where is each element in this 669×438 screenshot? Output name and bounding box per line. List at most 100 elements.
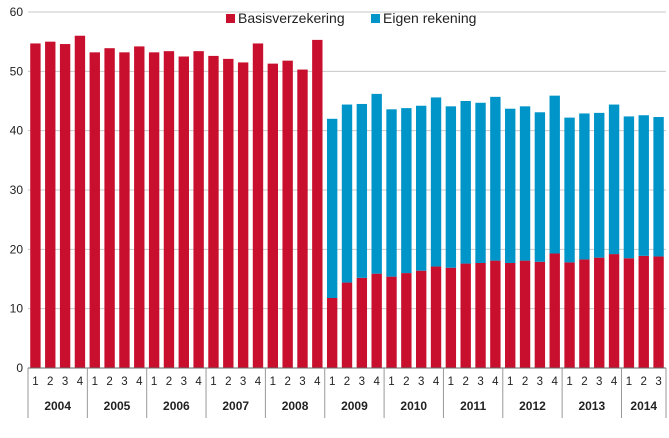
x-tick-label: 2 <box>344 376 350 388</box>
year-label: 2010 <box>400 399 427 413</box>
x-tick-label: 3 <box>537 376 543 388</box>
legend-swatch-basisverzekering <box>226 14 235 23</box>
year-label: 2005 <box>104 399 131 413</box>
x-tick-label: 4 <box>77 376 84 388</box>
x-tick-label: 2 <box>284 376 290 388</box>
x-tick-label: 1 <box>566 376 572 388</box>
legend-label-eigen-rekening: Eigen rekening <box>383 10 476 26</box>
bar-basisverzekering <box>475 262 486 368</box>
bar-eigen-rekening <box>594 112 605 258</box>
year-label: 2014 <box>630 399 657 413</box>
bar-basisverzekering <box>519 260 531 368</box>
bar-eigen-rekening <box>534 112 546 262</box>
bar-basisverzekering <box>104 48 115 369</box>
bar-basisverzekering <box>608 254 620 368</box>
x-tick-label: 4 <box>373 376 380 388</box>
bar-eigen-rekening <box>549 95 560 254</box>
bar-eigen-rekening <box>371 93 382 274</box>
x-tick-label: 2 <box>462 376 468 388</box>
x-tick-label: 3 <box>299 376 305 388</box>
bar-basisverzekering <box>564 262 575 368</box>
bar-basisverzekering <box>178 56 189 368</box>
x-tick-label: 2 <box>522 376 528 388</box>
y-tick-label: 20 <box>10 242 24 256</box>
x-tick-label: 1 <box>626 376 632 388</box>
bar-basisverzekering <box>505 262 516 368</box>
bar-basisverzekering <box>59 44 71 368</box>
x-tick-label: 1 <box>448 376 454 388</box>
x-tick-label: 2 <box>581 376 587 388</box>
bar-eigen-rekening <box>356 103 368 278</box>
bar-basisverzekering <box>30 43 41 369</box>
bar-eigen-rekening <box>445 106 457 268</box>
x-tick-label: 3 <box>596 376 602 388</box>
bar-basisverzekering <box>549 253 560 368</box>
bar-basisverzekering <box>371 273 382 368</box>
x-tick-label: 3 <box>477 376 483 388</box>
bars <box>30 35 664 369</box>
x-tick-label: 1 <box>151 376 157 388</box>
bar-basisverzekering <box>341 282 353 368</box>
bar-basisverzekering <box>282 60 293 369</box>
bar-basisverzekering <box>163 51 175 368</box>
bar-basisverzekering <box>415 270 427 368</box>
bar-basisverzekering <box>252 43 264 369</box>
year-label: 2009 <box>341 399 368 413</box>
x-tick-label: 4 <box>611 376 618 388</box>
y-tick-label: 60 <box>10 5 24 19</box>
x-tick-label: 3 <box>62 376 68 388</box>
bar-eigen-rekening <box>430 97 442 267</box>
bar-eigen-rekening <box>579 113 590 260</box>
bar-basisverzekering <box>119 52 130 368</box>
bar-basisverzekering <box>594 257 605 368</box>
x-tick-label: 4 <box>492 376 499 388</box>
x-tick-label: 2 <box>106 376 112 388</box>
year-label: 2004 <box>44 399 71 413</box>
x-tick-label: 1 <box>507 376 513 388</box>
bar-basisverzekering <box>386 276 397 368</box>
x-tick-label: 3 <box>359 376 365 388</box>
bar-basisverzekering <box>148 52 160 368</box>
bar-basisverzekering <box>312 39 323 369</box>
bar-basisverzekering <box>89 52 100 368</box>
bar-basisverzekering <box>356 277 368 368</box>
bar-basisverzekering <box>297 69 308 368</box>
x-tick-label: 4 <box>195 376 202 388</box>
bar-basisverzekering <box>430 266 442 368</box>
x-tick-label: 1 <box>270 376 276 388</box>
x-tick-label: 4 <box>433 376 440 388</box>
year-label: 2007 <box>222 399 249 413</box>
bar-basisverzekering <box>74 35 86 368</box>
x-tick-label: 2 <box>403 376 409 388</box>
x-tick-label: 4 <box>314 376 321 388</box>
bar-basisverzekering <box>460 263 471 368</box>
x-tick-label: 4 <box>552 376 559 388</box>
bar-eigen-rekening <box>564 117 575 263</box>
bar-basisverzekering <box>579 259 590 368</box>
y-tick-label: 40 <box>10 124 24 138</box>
year-label: 2012 <box>519 399 546 413</box>
x-tick-label: 2 <box>47 376 53 388</box>
bar-basisverzekering <box>534 261 546 368</box>
y-tick-label: 10 <box>10 302 24 316</box>
bar-basisverzekering <box>623 258 635 368</box>
y-tick-label: 30 <box>10 183 24 197</box>
bar-eigen-rekening <box>401 108 412 274</box>
bar-eigen-rekening <box>638 115 649 256</box>
x-tick-label: 1 <box>388 376 394 388</box>
legend: Basisverzekering Eigen rekening <box>226 10 476 26</box>
x-tick-label: 4 <box>255 376 262 388</box>
y-tick-label: 50 <box>10 64 24 78</box>
bar-basisverzekering <box>401 273 412 368</box>
bar-eigen-rekening <box>415 105 427 271</box>
x-tick-label: 4 <box>136 376 143 388</box>
bar-eigen-rekening <box>386 109 397 277</box>
bar-basisverzekering <box>237 62 249 368</box>
bar-eigen-rekening <box>623 116 635 259</box>
bar-eigen-rekening <box>460 101 471 264</box>
bar-eigen-rekening <box>608 104 620 255</box>
bar-eigen-rekening <box>341 104 353 283</box>
x-tick-label: 3 <box>240 376 246 388</box>
year-label: 2006 <box>163 399 190 413</box>
bar-basisverzekering <box>208 55 219 368</box>
